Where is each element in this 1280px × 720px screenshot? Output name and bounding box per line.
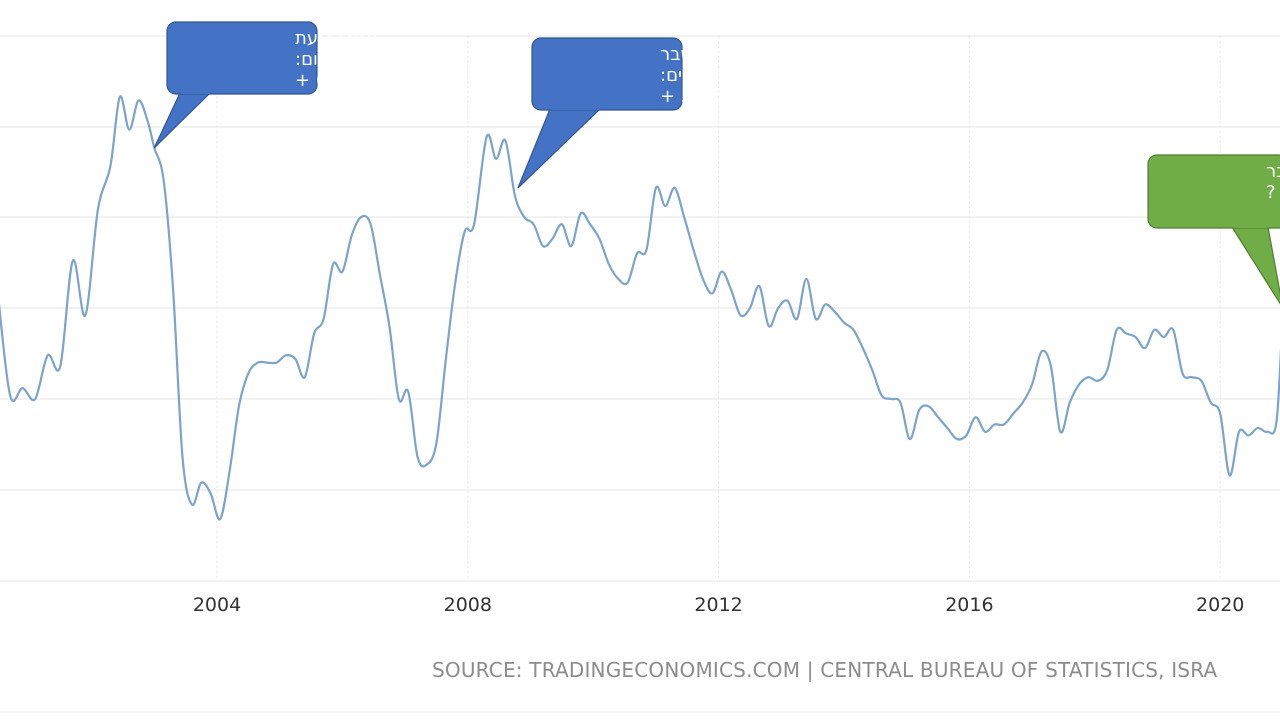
- series-line: [0, 95, 1280, 521]
- callout-line: קצב 5% +: [660, 86, 749, 107]
- x-tick-label: 2004: [193, 594, 241, 616]
- callout-line: קצב 6% +: [295, 70, 384, 91]
- callout-box: [1147, 154, 1280, 229]
- callout-line: אחרי בועת: [295, 28, 377, 49]
- callout-line: אחרי משבר: [660, 44, 749, 65]
- series-layer: [0, 95, 1280, 521]
- callout-seam: [181, 90, 209, 94]
- callout-line: הדוט-קום:: [295, 49, 375, 70]
- x-tick-label: 2008: [444, 594, 492, 616]
- callout-seam: [1233, 224, 1267, 228]
- callout-line: הקורונה: ?: [1266, 182, 1280, 203]
- source-note: SOURCE: TRADINGECONOMICS.COM | CENTRAL B…: [432, 658, 1218, 682]
- callout-box: [531, 37, 683, 111]
- callout-pointer: [1230, 226, 1280, 305]
- callout-pointer: [517, 108, 602, 189]
- callout: אחרי משברהקורונה: ?: [1147, 154, 1280, 305]
- callout-box: [166, 21, 318, 95]
- x-tick-label: 2020: [1196, 594, 1244, 616]
- callout-line: אחרי משבר: [1266, 161, 1280, 182]
- x-tick-label: 2012: [694, 594, 742, 616]
- callout-line: הסאב-פריים:: [660, 65, 760, 86]
- callout-seam: [551, 106, 599, 110]
- grid: [0, 35, 1280, 582]
- x-axis-ticks: 2004 2008 2012 2016 2020: [193, 594, 1245, 616]
- x-tick-label: 2016: [945, 594, 993, 616]
- callout-pointer: [153, 92, 212, 149]
